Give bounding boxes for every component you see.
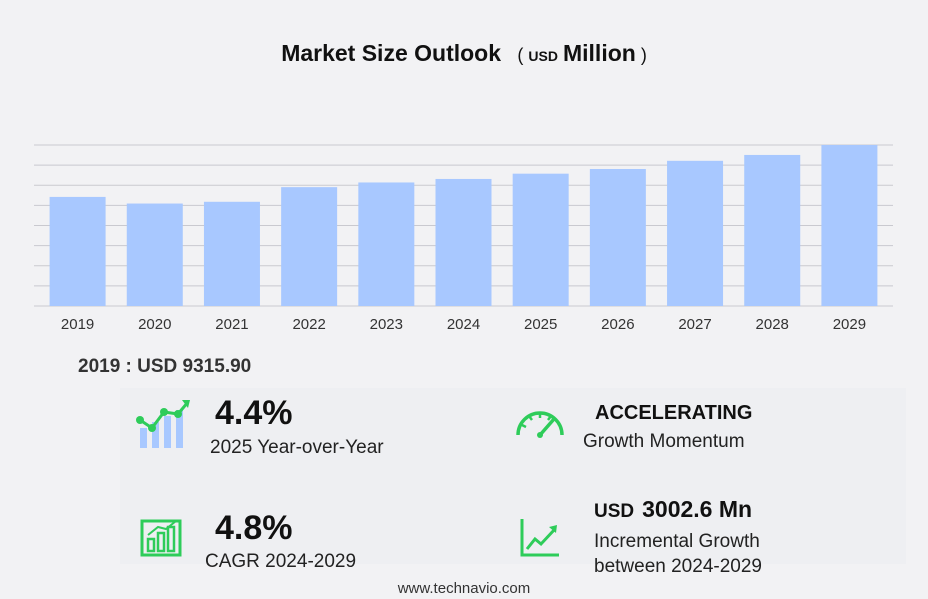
bar-2026 bbox=[589, 169, 646, 306]
bar-2029 bbox=[821, 145, 878, 306]
x-tick-label: 2029 bbox=[833, 316, 866, 333]
bar-2022 bbox=[281, 187, 338, 306]
cagr-value: 4.8% bbox=[215, 509, 293, 547]
chart-unit-prefix: USD bbox=[528, 48, 558, 64]
x-tick-label: 2019 bbox=[61, 316, 94, 333]
speedometer-icon bbox=[516, 411, 564, 438]
bar-2027 bbox=[667, 160, 724, 306]
chart-unit-word: Million bbox=[562, 40, 636, 66]
bar-2019 bbox=[49, 196, 106, 306]
cagr-label: CAGR 2024-2029 bbox=[205, 551, 357, 572]
baseline-value: 2019 : USD 9315.90 bbox=[78, 356, 252, 377]
stats-panel bbox=[120, 388, 906, 564]
incremental-label-1: Incremental Growth bbox=[594, 531, 760, 552]
bar-2025 bbox=[512, 173, 569, 306]
trend-line-icon bbox=[520, 519, 559, 557]
x-tick-label: 2022 bbox=[292, 316, 325, 333]
x-tick-label: 2021 bbox=[215, 316, 248, 333]
bar-chart-icon bbox=[140, 519, 182, 557]
incremental-value: USD 3002.6 Mn bbox=[594, 496, 752, 523]
incremental-prefix: USD bbox=[594, 501, 635, 522]
x-tick-label: 2027 bbox=[678, 316, 711, 333]
chart-unit: ( USD Million ) bbox=[517, 40, 647, 66]
x-tick-label: 2024 bbox=[447, 316, 480, 333]
bar-2024 bbox=[435, 178, 492, 306]
bar-2023 bbox=[358, 182, 415, 306]
incremental-label-2: between 2024-2029 bbox=[594, 556, 762, 577]
bar-2020 bbox=[126, 203, 183, 306]
bar-chart: 2019 2020 2021 2022 2023 2024 2025 2026 2027 2028… bbox=[34, 144, 893, 333]
yoy-value: 4.4% bbox=[215, 394, 293, 432]
x-tick-label: 2025 bbox=[524, 316, 557, 333]
growth-chart-icon bbox=[136, 400, 190, 448]
chart-title-text: Market Size Outlook bbox=[281, 40, 502, 66]
x-tick-label: 2028 bbox=[756, 316, 789, 333]
x-tick-label: 2020 bbox=[138, 316, 171, 333]
yoy-label: 2025 Year-over-Year bbox=[210, 437, 384, 458]
chart-title: Market Size Outlook ( USD Million ) bbox=[0, 40, 928, 67]
x-tick-label: 2023 bbox=[370, 316, 403, 333]
source-link[interactable]: www.technavio.com bbox=[397, 580, 531, 597]
momentum-value: ACCELERATING bbox=[595, 402, 753, 424]
momentum-label: Growth Momentum bbox=[583, 431, 745, 452]
incremental-amount: 3002.6 Mn bbox=[642, 496, 753, 522]
bar-2021 bbox=[203, 201, 260, 306]
bar-2028 bbox=[744, 154, 801, 306]
x-tick-label: 2026 bbox=[601, 316, 634, 333]
